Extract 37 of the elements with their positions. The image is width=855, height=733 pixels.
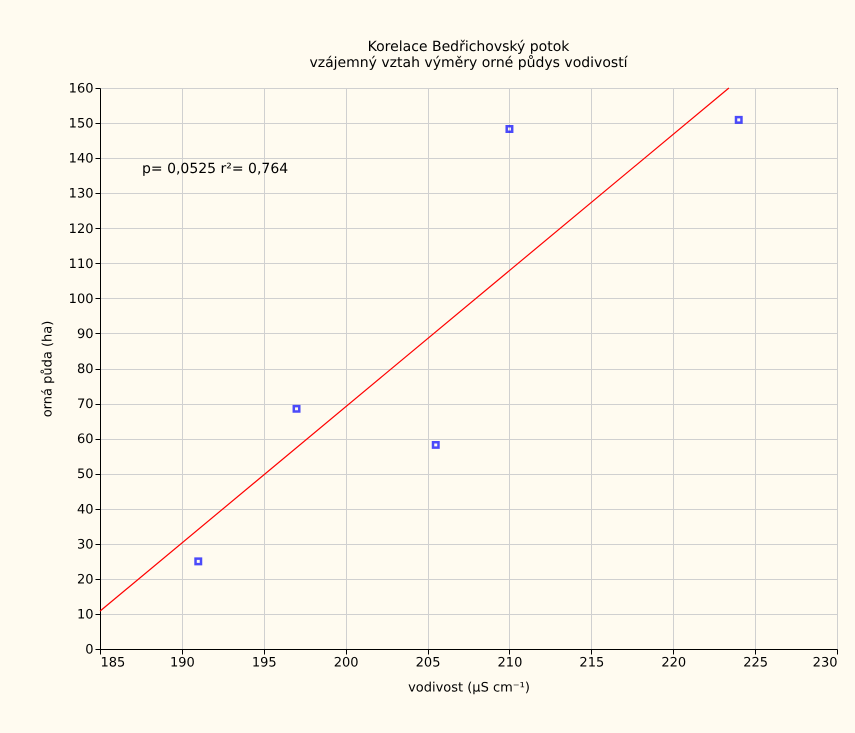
y-tick-label: 150	[68, 116, 94, 132]
x-axis-title: vodivost (µS cm⁻¹)	[408, 680, 530, 696]
y-tick-label: 160	[68, 82, 94, 96]
y-tick-label: 0	[85, 642, 94, 658]
point	[505, 125, 514, 134]
x-tick-label: 200	[334, 656, 359, 670]
y-tick-label: 80	[76, 362, 94, 377]
x-tick-label: 215	[579, 656, 604, 670]
point	[292, 404, 301, 413]
y-axis-title: orná půda (ha)	[40, 320, 56, 418]
point	[734, 116, 743, 124]
y-tick-label: 50	[76, 467, 94, 482]
text: vzájemný vztah výměry orné půdys vodivostí	[309, 55, 628, 71]
y-tick-label: 130	[68, 186, 94, 202]
x-tick-label: 230	[812, 656, 838, 670]
y-tick-label: 90	[76, 326, 94, 342]
x-tick-label: 195	[252, 656, 277, 670]
annotation: p= 0,0525 r²= 0,764	[142, 161, 288, 177]
y-tick-label: 140	[68, 152, 94, 167]
y-tick-label: 70	[76, 397, 94, 412]
x-tick-label: 225	[743, 656, 768, 670]
x-tick-label: 220	[661, 656, 686, 670]
y-tick-label: 120	[68, 222, 94, 237]
x-tick-label: 205	[416, 656, 440, 670]
point	[432, 440, 440, 449]
y-tick-label: 20	[76, 572, 94, 588]
x-tick-label: 210	[498, 656, 522, 670]
y-tick-label: 110	[68, 256, 94, 272]
point	[194, 557, 202, 566]
text: Korelace Bedřichovský potok	[368, 39, 570, 55]
x-tick-label: 185	[100, 656, 126, 670]
y-tick-label: 40	[76, 502, 94, 518]
x-tick-label: 190	[170, 656, 195, 670]
y-tick-label: 10	[76, 607, 94, 622]
y-tick-label: 100	[68, 292, 94, 307]
y-tick-label: 30	[76, 537, 94, 552]
y-tick-label: 60	[76, 432, 94, 448]
